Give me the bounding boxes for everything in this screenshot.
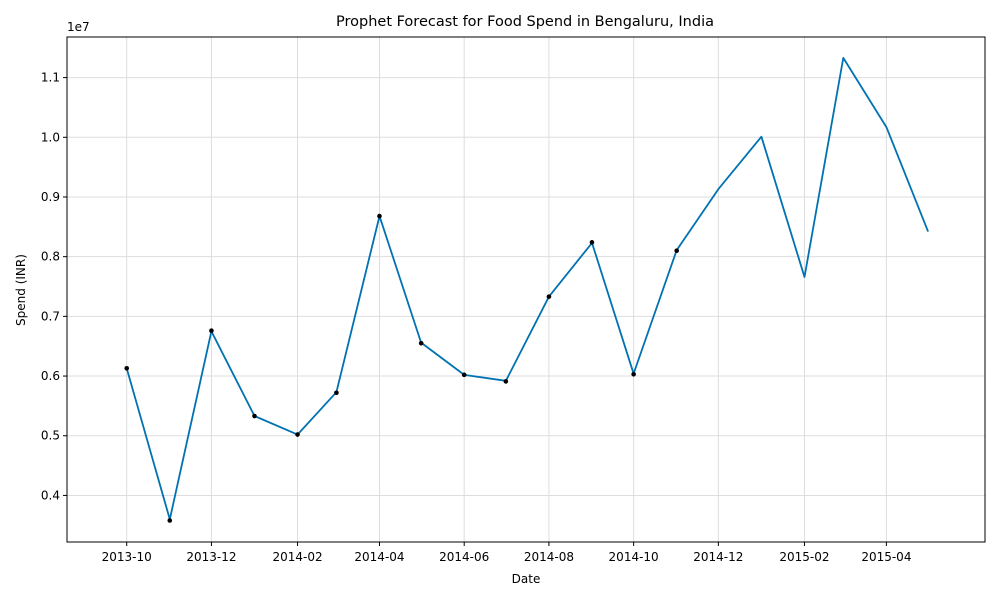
- actual-point: [461, 372, 467, 378]
- grid-lines: [67, 37, 985, 542]
- x-tick-label: 2014-08: [524, 550, 574, 564]
- x-tick-label: 2014-06: [439, 550, 489, 564]
- actual-point: [334, 390, 339, 396]
- x-tick-label: 2014-12: [693, 550, 743, 564]
- y-axis-label: Spend (INR): [14, 254, 28, 326]
- actual-point: [377, 213, 382, 219]
- forecast-line: [125, 57, 929, 521]
- x-tick-label: 2015-04: [861, 550, 911, 564]
- x-tick-label: 2013-12: [186, 550, 236, 564]
- y-tick-label: 0.4: [41, 488, 60, 502]
- actual-point: [209, 328, 214, 333]
- actual-point: [589, 240, 595, 245]
- actual-point: [167, 518, 173, 523]
- x-axis-ticks: 2013-10 2013-12 2014-02 2014-04 2014-06 2014-…: [102, 542, 911, 564]
- x-tick-label: 2013-10: [102, 550, 152, 564]
- y-axis-ticks: 0.4 0.5 0.6 0.7 0.8 0.9 1.0 1.1: [41, 71, 67, 502]
- actual-point: [295, 432, 300, 437]
- y-tick-label: 1.1: [41, 71, 60, 85]
- actual-point: [503, 379, 509, 384]
- actual-point: [418, 340, 424, 346]
- plot-frame: [66, 36, 986, 543]
- actual-point: [252, 413, 257, 419]
- actual-point: [124, 365, 130, 371]
- y-scale-label: 1e7: [67, 20, 90, 34]
- y-tick-label: 0.9: [41, 190, 60, 204]
- chart-title: Prophet Forecast for Food Spend in Benga…: [336, 14, 714, 30]
- y-tick-label: 0.8: [41, 250, 60, 264]
- y-tick-label: 1.0: [41, 130, 60, 144]
- actual-point: [674, 248, 679, 253]
- x-axis-label: Date: [512, 572, 541, 586]
- y-tick-label: 0.7: [41, 309, 60, 323]
- actual-point: [546, 294, 552, 299]
- x-tick-label: 2015-02: [779, 550, 829, 564]
- y-tick-label: 0.5: [41, 429, 60, 443]
- actual-point: [631, 371, 636, 377]
- y-tick-label: 0.6: [41, 369, 60, 383]
- x-tick-label: 2014-10: [609, 550, 659, 564]
- actual-points: [124, 213, 679, 523]
- forecast-series: [125, 57, 929, 521]
- x-tick-label: 2014-02: [272, 550, 322, 564]
- x-tick-label: 2014-04: [354, 550, 404, 564]
